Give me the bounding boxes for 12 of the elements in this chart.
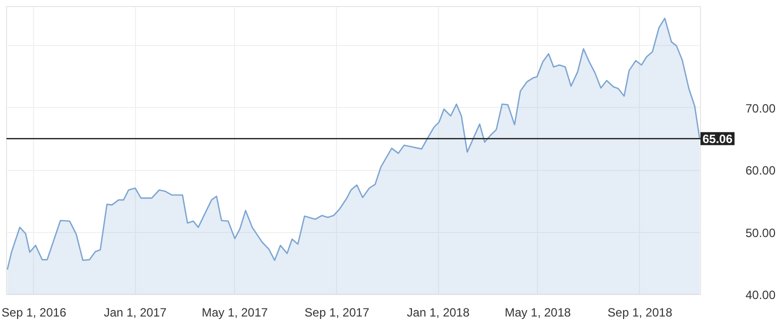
x-tick-label: May 1, 2017 — [202, 306, 268, 320]
y-tick-label: 40.00 — [746, 288, 776, 302]
y-tick-label: 60.00 — [746, 164, 776, 178]
ref-line-label: 65.06 — [702, 132, 733, 146]
x-tick-label: Sep 1, 2017 — [304, 306, 370, 320]
x-tick-label: May 1, 2018 — [504, 306, 572, 320]
y-tick-label: 50.00 — [746, 226, 776, 240]
x-tick-label: Jan 1, 2018 — [406, 306, 470, 320]
x-tick-label: Sep 1, 2016 — [2, 306, 67, 320]
y-tick-label: 70.00 — [746, 101, 776, 116]
x-tick-label: Jan 1, 2017 — [104, 306, 167, 320]
x-tick-label: Sep 1, 2018 — [608, 306, 673, 320]
